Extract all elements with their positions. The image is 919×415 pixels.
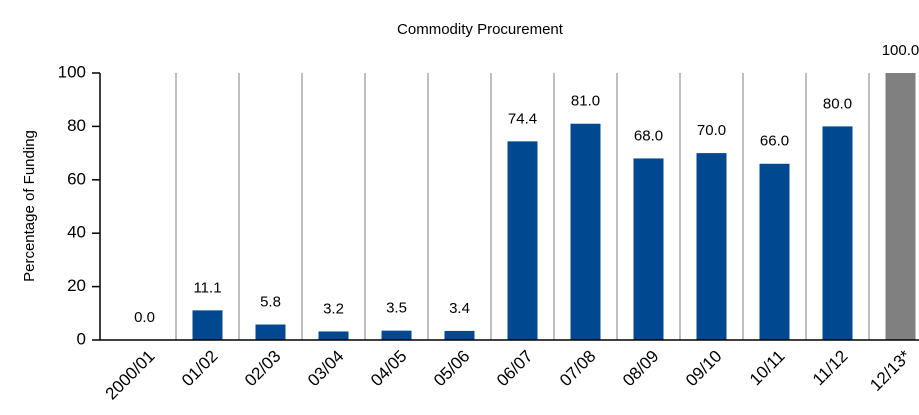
value-label: 81.0 [571,93,600,110]
value-label: 66.0 [760,133,789,150]
value-label: 5.8 [260,293,281,310]
value-label: 11.1 [193,279,221,296]
bar [318,331,349,340]
y-tick-label: 20 [67,276,86,295]
x-tick-label: 06/07 [493,347,537,391]
value-label: 3.4 [449,300,470,317]
x-tick-label: 03/04 [304,347,348,391]
chart-title: Commodity Procurement [397,21,564,38]
x-tick-label: 12/13* [866,346,914,394]
y-tick-label: 40 [67,223,86,242]
x-tick-label: 2000/01 [102,347,159,404]
bar [255,324,286,340]
value-label: 0.0 [134,309,155,326]
x-tick-label: 05/06 [430,347,474,391]
x-tick-label: 04/05 [367,347,411,391]
x-tick-label: 02/03 [241,347,285,391]
bar [570,123,601,340]
y-tick-label: 80 [67,116,86,135]
x-tick-label: 10/11 [746,347,789,390]
bar [507,141,538,340]
y-tick-label: 60 [67,169,86,188]
bar [381,330,412,340]
bar [822,126,853,341]
x-tick-label: 07/08 [556,347,600,391]
y-axis-label: Percentage of Funding [21,130,38,282]
value-label: 80.0 [823,95,852,112]
x-tick-label: 09/10 [682,347,726,391]
y-tick-label: 0 [77,329,86,348]
bar [885,73,916,340]
x-tick-label: 08/09 [619,347,663,391]
value-label: 3.5 [386,300,407,317]
value-label: 3.2 [323,300,344,317]
bar [633,158,664,340]
bar [444,330,475,340]
value-label: 70.0 [697,122,726,139]
y-tick-label: 100 [58,62,86,81]
bar [192,310,223,340]
bar [696,153,727,340]
bar [759,163,790,340]
x-tick-label: 01/02 [178,347,222,391]
value-label: 74.4 [508,110,537,127]
value-label: 100.0 [882,42,919,59]
value-label: 68.0 [634,127,663,144]
x-tick-label: 11/12 [809,347,852,390]
